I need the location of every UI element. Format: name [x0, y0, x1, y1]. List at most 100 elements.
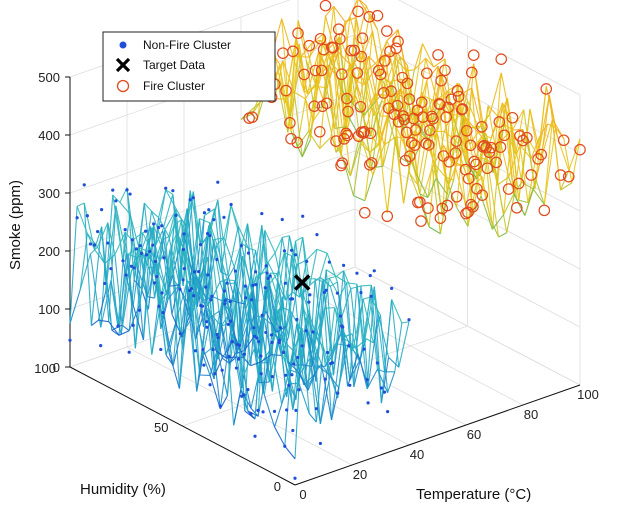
non-fire-point [213, 372, 217, 376]
non-fire-point [205, 325, 209, 329]
non-fire-point [315, 233, 319, 237]
mesh-line [323, 308, 333, 421]
non-fire-point [226, 322, 230, 327]
mesh-line [76, 206, 88, 234]
non-fire-point [348, 383, 352, 387]
non-fire-point [128, 192, 132, 196]
mesh-line [316, 248, 328, 254]
non-fire-point [390, 286, 394, 290]
mesh-line [212, 296, 224, 302]
non-fire-point [297, 388, 301, 392]
non-fire-point [327, 260, 331, 264]
fire-point [379, 55, 391, 67]
non-fire-point [205, 320, 209, 324]
mesh-line [234, 301, 246, 305]
fire-point [443, 156, 456, 168]
fire-point [450, 135, 463, 147]
mesh-line [519, 144, 529, 203]
target-data-points [293, 274, 311, 291]
non-fire-point [88, 242, 93, 246]
mesh-line [168, 236, 180, 284]
non-fire-point [246, 388, 250, 392]
non-fire-point [138, 244, 142, 248]
mesh-line [265, 310, 277, 333]
fire-point [336, 68, 348, 81]
non-fire-point [125, 188, 129, 192]
fire-point [363, 10, 376, 23]
mesh-line [435, 178, 448, 195]
mesh-line [236, 223, 249, 354]
mesh-line [289, 56, 302, 121]
non-fire-point [100, 208, 104, 212]
mesh-line [314, 278, 323, 282]
mesh-line [155, 230, 164, 246]
non-fire-point [254, 283, 258, 287]
mesh-line [176, 231, 188, 282]
fire-point [390, 42, 402, 55]
mesh-line [282, 60, 295, 93]
mesh-line [285, 265, 298, 327]
mesh-line [258, 381, 270, 384]
fire-point [441, 199, 454, 212]
non-fire-point [121, 259, 125, 263]
mesh-line [322, 279, 334, 376]
fire-point [452, 90, 465, 103]
mesh-line [111, 324, 123, 331]
target-mark-stroke [293, 274, 311, 291]
mesh-line [352, 298, 364, 350]
mesh-line [128, 305, 140, 331]
fire-point [477, 140, 489, 153]
mesh-line [143, 202, 152, 212]
fire-point [303, 39, 316, 52]
mesh-line [122, 261, 134, 306]
mesh-line [363, 101, 376, 116]
mesh-line [395, 51, 408, 66]
non-fire-point [287, 383, 291, 387]
mesh-line [413, 57, 427, 71]
mesh-line [397, 29, 410, 93]
fire-point [341, 129, 354, 142]
mesh-line [331, 296, 341, 356]
mesh-line [250, 362, 262, 409]
mesh-line [530, 137, 540, 159]
mesh-line [248, 101, 261, 113]
non-fire-point [139, 251, 144, 256]
mesh-line [309, 358, 321, 425]
mesh-line [397, 93, 409, 102]
mesh-line [199, 218, 210, 224]
mesh-line [269, 272, 281, 307]
fire-point [308, 100, 321, 112]
fire-point [358, 206, 371, 219]
mesh-line [224, 279, 235, 282]
non-fire-point [255, 336, 259, 340]
mesh-line [194, 307, 207, 340]
mesh-line [297, 370, 309, 391]
non-fire-point [212, 218, 216, 222]
legend-marker-non-fire [119, 41, 127, 49]
fire-point [381, 210, 394, 223]
non-fire-point [99, 344, 103, 348]
mesh-line [492, 124, 505, 173]
fire-point [467, 49, 480, 61]
mesh-line [147, 296, 155, 299]
mesh-line [195, 276, 208, 301]
mesh-line [164, 211, 176, 231]
mesh-line [220, 314, 229, 327]
mesh-line [341, 156, 355, 196]
non-fire-point [355, 271, 359, 275]
non-fire-point [92, 243, 97, 247]
mesh-line [503, 124, 517, 155]
fire-point [467, 200, 479, 213]
fire-point [451, 85, 464, 97]
mesh-line [94, 249, 106, 264]
mesh-line [439, 104, 452, 117]
non-fire-point [162, 256, 166, 260]
mesh-line [243, 348, 255, 376]
non-fire-point [253, 434, 257, 438]
non-fire-point [171, 189, 175, 193]
fire-point [309, 64, 322, 77]
mesh-line [233, 266, 245, 351]
non-fire-point [198, 243, 203, 247]
mesh-line [307, 365, 319, 391]
non-fire-point [362, 347, 366, 351]
